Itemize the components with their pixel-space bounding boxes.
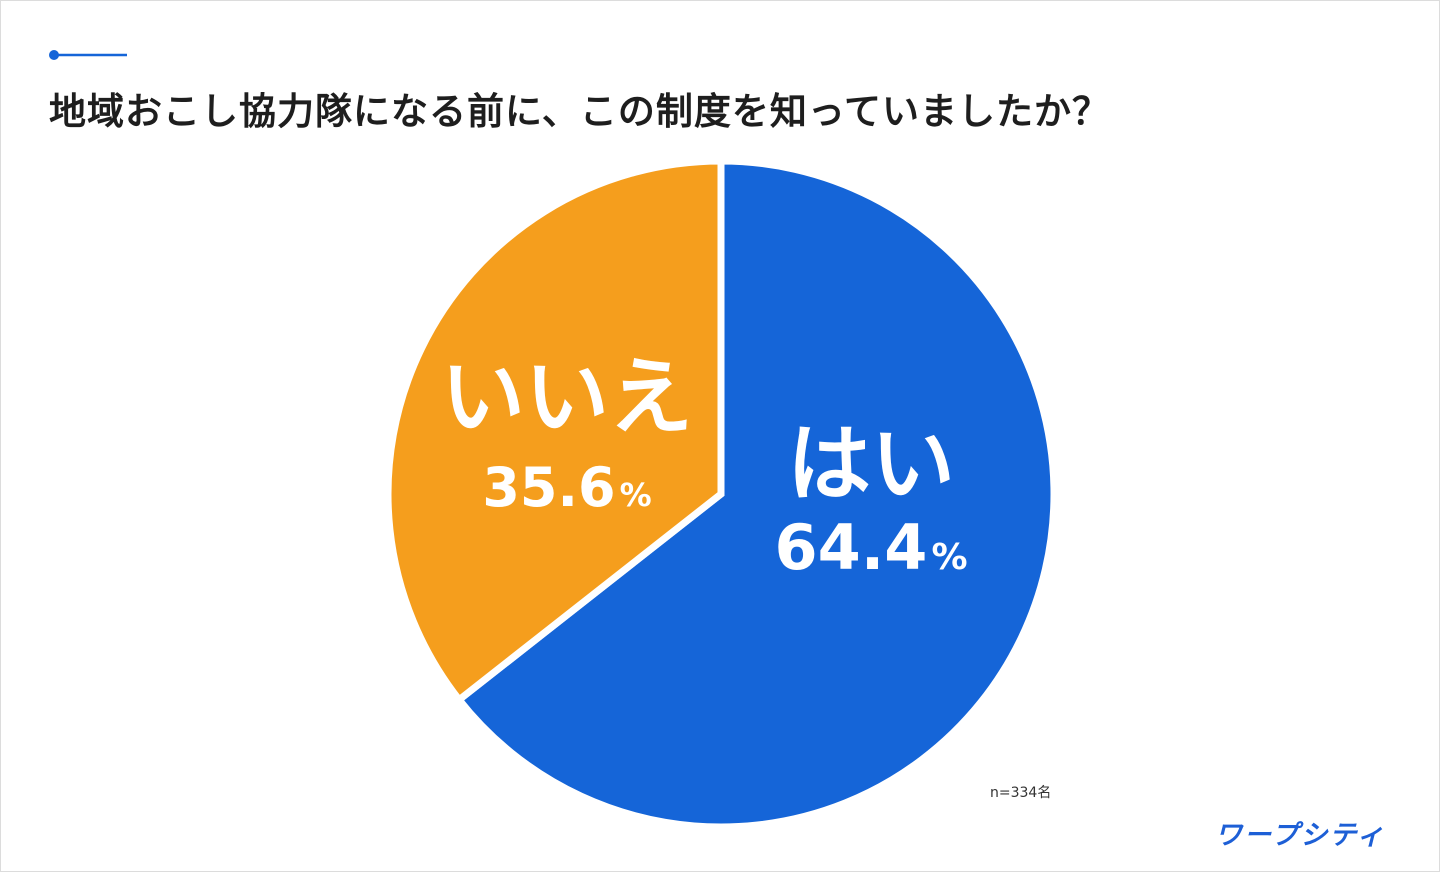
pie-slice-0 (454, 157, 1058, 831)
sample-size-note: n=334名 (990, 785, 1052, 801)
chart-title: 地域おこし協力隊になる前に、この制度を知っていましたか？ (49, 90, 1111, 133)
slice-label-0: はい (787, 415, 955, 513)
title-accent-line (49, 50, 127, 60)
slice-label-1: いいえ (441, 348, 693, 446)
slice-value-1: 35.6% (482, 456, 651, 519)
pie-slice-1 (384, 157, 725, 705)
brand-logo: ワープシティ (1215, 820, 1386, 851)
